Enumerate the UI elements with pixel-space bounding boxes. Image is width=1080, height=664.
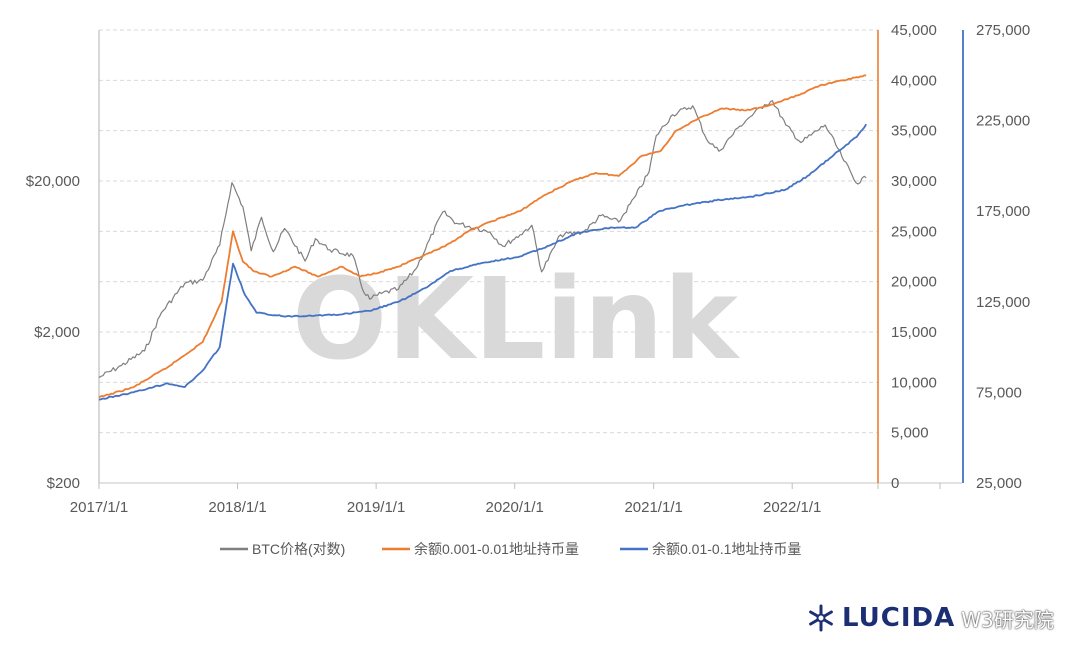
x-tick-label: 2017/1/1 — [70, 499, 128, 516]
y-right1-tick-label: 5,000 — [891, 425, 929, 442]
axes — [98, 30, 964, 484]
legend[interactable]: BTC价格(对数) 余额0.001-0.01地址持币量 余额0.01-0.1地址持币… — [220, 541, 801, 557]
y-left-tick-label: $20,000 — [26, 173, 80, 190]
brand-name: LUCIDA — [842, 603, 956, 633]
y-left-tick-label: $200 — [47, 475, 80, 492]
y-right2-tick-label: 225,000 — [976, 113, 1030, 130]
y-right1-tick-label: 10,000 — [891, 374, 937, 391]
snowflake-icon — [809, 604, 833, 632]
series-line-2 — [98, 74, 867, 399]
y-right1-tick-label: 30,000 — [891, 173, 937, 190]
y-right2-tick-label: 275,000 — [976, 22, 1030, 39]
y-right1-tick-label: 0 — [891, 475, 899, 492]
y-right2-tick-label: 175,000 — [976, 203, 1030, 220]
x-tick-label: 2019/1/1 — [347, 499, 405, 516]
x-tick-label: 2018/1/1 — [208, 499, 266, 516]
wechat-watermark: W3研究院 — [961, 607, 1054, 632]
x-tick-label: 2020/1/1 — [485, 499, 543, 516]
y-right1-tick-label: 35,000 — [891, 123, 937, 140]
y-right2-tick-label: 25,000 — [976, 475, 1022, 492]
legend-label: 余额0.01-0.1地址持币量 — [652, 541, 801, 557]
y-right2-tick-label: 75,000 — [976, 384, 1022, 401]
y-right1-tick-label: 15,000 — [891, 324, 937, 341]
brand-logo: LUCIDA W3研究院 — [806, 600, 1054, 636]
y-right1-tick-label: 40,000 — [891, 72, 937, 89]
x-tick-label: 2021/1/1 — [624, 499, 682, 516]
legend-item-3[interactable]: 余额0.01-0.1地址持币量 — [620, 541, 801, 557]
legend-label: 余额0.001-0.01地址持币量 — [414, 541, 579, 557]
series-lines — [98, 74, 867, 401]
series-line-3 — [98, 123, 867, 401]
legend-item-2[interactable]: 余额0.001-0.01地址持币量 — [382, 541, 579, 557]
grid — [99, 29, 878, 434]
y-right1-tick-label: 45,000 — [891, 22, 937, 39]
series-line-1 — [98, 100, 867, 379]
legend-label: BTC价格(对数) — [252, 541, 345, 557]
y-right1-tick-label: 25,000 — [891, 223, 937, 240]
y-left-tick-label: $2,000 — [34, 324, 80, 341]
legend-item-1[interactable]: BTC价格(对数) — [220, 541, 345, 557]
y-right2-tick-label: 125,000 — [976, 294, 1030, 311]
y-right1-tick-label: 20,000 — [891, 274, 937, 291]
x-tick-label: 2022/1/1 — [763, 499, 821, 516]
watermark: OKLink — [292, 255, 740, 385]
tick-labels: 2017/1/1 2018/1/1 2019/1/1 2020/1/1 2021/1/1… — [26, 22, 1030, 516]
